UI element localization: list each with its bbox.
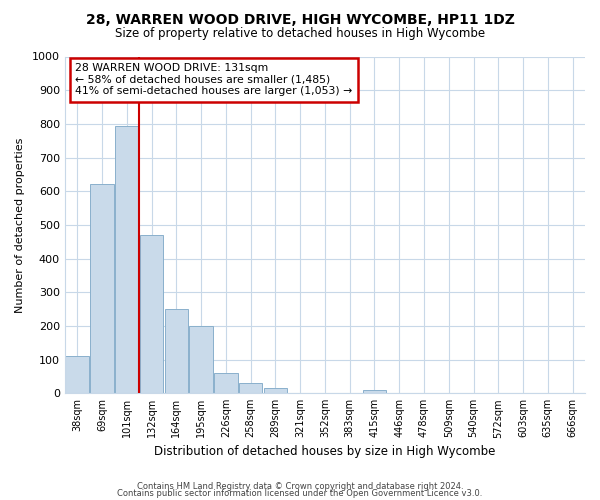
Text: Contains HM Land Registry data © Crown copyright and database right 2024.: Contains HM Land Registry data © Crown c… bbox=[137, 482, 463, 491]
X-axis label: Distribution of detached houses by size in High Wycombe: Distribution of detached houses by size … bbox=[154, 444, 496, 458]
Bar bbox=[65, 356, 89, 393]
Bar bbox=[189, 326, 213, 393]
Text: Size of property relative to detached houses in High Wycombe: Size of property relative to detached ho… bbox=[115, 28, 485, 40]
Bar bbox=[239, 383, 262, 393]
Bar bbox=[362, 390, 386, 393]
Text: 28 WARREN WOOD DRIVE: 131sqm
← 58% of detached houses are smaller (1,485)
41% of: 28 WARREN WOOD DRIVE: 131sqm ← 58% of de… bbox=[75, 63, 352, 96]
Bar bbox=[90, 184, 114, 393]
Text: 28, WARREN WOOD DRIVE, HIGH WYCOMBE, HP11 1DZ: 28, WARREN WOOD DRIVE, HIGH WYCOMBE, HP1… bbox=[86, 12, 514, 26]
Bar bbox=[164, 309, 188, 393]
Bar bbox=[115, 126, 139, 393]
Y-axis label: Number of detached properties: Number of detached properties bbox=[15, 137, 25, 312]
Bar bbox=[140, 235, 163, 393]
Bar bbox=[263, 388, 287, 393]
Text: Contains public sector information licensed under the Open Government Licence v3: Contains public sector information licen… bbox=[118, 489, 482, 498]
Bar bbox=[214, 373, 238, 393]
